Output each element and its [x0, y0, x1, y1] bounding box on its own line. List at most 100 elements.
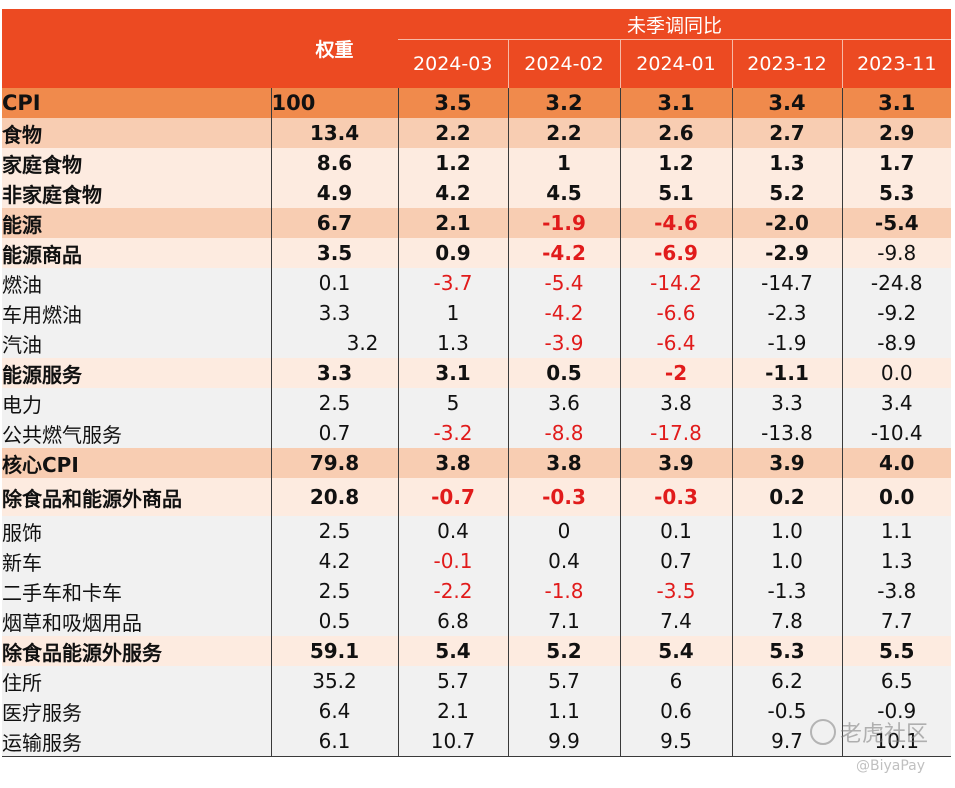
weight-cell: 59.1 [270, 636, 398, 666]
month-header: 2024-02 [507, 39, 620, 88]
value-cell: -3.9 [507, 328, 620, 358]
table-row: 非家庭食物 4.9 4.2 4.5 5.1 5.2 5.3 [2, 178, 952, 208]
header-name-cell [2, 9, 271, 88]
value-cell: 9.9 [507, 726, 620, 757]
table-row: 运输服务 6.1 10.7 9.9 9.5 9.7 10.1 [2, 726, 952, 757]
weight-cell: 6.1 [270, 726, 398, 757]
group-header: 未季调同比 [398, 9, 952, 40]
row-label: 除食品能源外服务 [2, 636, 271, 666]
value-cell: 0.1 [619, 516, 732, 546]
value-cell: -9.2 [841, 298, 952, 328]
table-body: CPI 100 3.5 3.2 3.1 3.4 3.1 食物 13.4 2.2 2.2 2.6 2.7 2… [2, 88, 952, 757]
value-cell: -2.0 [731, 208, 842, 238]
table-row: 食物 13.4 2.2 2.2 2.6 2.7 2.9 [2, 118, 952, 148]
row-label: 能源 [2, 208, 271, 238]
value-cell: -0.1 [397, 546, 508, 576]
row-label: 二手车和卡车 [2, 576, 271, 606]
value-cell: 0.5 [507, 358, 620, 388]
value-cell: 7.7 [841, 606, 952, 636]
value-cell: -1.1 [731, 358, 842, 388]
value-cell: 7.1 [507, 606, 620, 636]
table-row: 车用燃油 3.3 1 -4.2 -6.6 -2.3 -9.2 [2, 298, 952, 328]
weight-cell: 0.1 [270, 268, 398, 298]
value-cell: 1.7 [841, 148, 952, 178]
row-label: CPI [2, 88, 271, 118]
value-cell: -2 [619, 358, 732, 388]
value-cell: 4.5 [507, 178, 620, 208]
table-row: 除食品和能源外商品 20.8 -0.7 -0.3 -0.3 0.2 0.0 [2, 478, 952, 516]
row-label: 住所 [2, 666, 271, 696]
value-cell: 2.9 [841, 118, 952, 148]
table-row: 电力 2.5 5 3.6 3.8 3.3 3.4 [2, 388, 952, 418]
value-cell: -17.8 [619, 418, 732, 448]
value-cell: 10.7 [397, 726, 508, 757]
value-cell: -24.8 [841, 268, 952, 298]
weight-cell: 13.4 [270, 118, 398, 148]
value-cell: 3.3 [731, 388, 842, 418]
value-cell: 0.9 [397, 238, 508, 268]
table-row: 新车 4.2 -0.1 0.4 0.7 1.0 1.3 [2, 546, 952, 576]
value-cell: -0.7 [397, 478, 508, 516]
value-cell: -4.2 [507, 238, 620, 268]
value-cell: -14.2 [619, 268, 732, 298]
value-cell: -5.4 [507, 268, 620, 298]
value-cell: 1.3 [731, 148, 842, 178]
value-cell: -3.8 [841, 576, 952, 606]
weight-cell: 100 [270, 88, 398, 118]
value-cell: -1.9 [731, 328, 842, 358]
table-row: 公共燃气服务 0.7 -3.2 -8.8 -17.8 -13.8 -10.4 [2, 418, 952, 448]
value-cell: 1.1 [507, 696, 620, 726]
weight-cell: 4.2 [270, 546, 398, 576]
weight-cell: 6.7 [270, 208, 398, 238]
table-row: 燃油 0.1 -3.7 -5.4 -14.2 -14.7 -24.8 [2, 268, 952, 298]
value-cell: -13.8 [731, 418, 842, 448]
value-cell: 2.1 [397, 208, 508, 238]
value-cell: 1 [397, 298, 508, 328]
value-cell: 4.2 [397, 178, 508, 208]
value-cell: 6.2 [731, 666, 842, 696]
weight-cell: 3.2 [270, 328, 398, 358]
value-cell: -0.9 [841, 696, 952, 726]
row-label: 车用燃油 [2, 298, 271, 328]
value-cell: 1.3 [841, 546, 952, 576]
table-row: 家庭食物 8.6 1.2 1 1.2 1.3 1.7 [2, 148, 952, 178]
value-cell: 1.0 [731, 546, 842, 576]
row-label: 电力 [2, 388, 271, 418]
table-row: 除食品能源外服务 59.1 5.4 5.2 5.4 5.3 5.5 [2, 636, 952, 666]
table-row: CPI 100 3.5 3.2 3.1 3.4 3.1 [2, 88, 952, 118]
weight-cell: 3.3 [270, 358, 398, 388]
value-cell: 1.2 [397, 148, 508, 178]
month-header: 2024-01 [619, 39, 732, 88]
table-row: 能源服务 3.3 3.1 0.5 -2 -1.1 0.0 [2, 358, 952, 388]
value-cell: 0.4 [507, 546, 620, 576]
value-cell: 1.3 [397, 328, 508, 358]
row-label: 烟草和吸烟用品 [2, 606, 271, 636]
row-label: 汽油 [2, 328, 271, 358]
value-cell: 1.0 [731, 516, 842, 546]
cpi-table: 权重 未季调同比 2024-03 2024-02 2024-01 2023-12… [2, 9, 952, 757]
value-cell: 0.2 [731, 478, 842, 516]
value-cell: -4.2 [507, 298, 620, 328]
value-cell: 3.1 [841, 88, 952, 118]
header-row-months: 2024-03 2024-02 2024-01 2023-12 2023-11 [2, 39, 952, 88]
row-label: 核心CPI [2, 448, 271, 478]
table-row: 服饰 2.5 0.4 0 0.1 1.0 1.1 [2, 516, 952, 546]
value-cell: 3.4 [841, 388, 952, 418]
value-cell: 0.0 [841, 478, 952, 516]
value-cell: 6 [619, 666, 732, 696]
value-cell: 4.0 [841, 448, 952, 478]
weight-cell: 3.3 [270, 298, 398, 328]
tiger-logo-icon [810, 719, 836, 745]
value-cell: -2.9 [731, 238, 842, 268]
weight-cell: 8.6 [270, 148, 398, 178]
weight-cell: 35.2 [270, 666, 398, 696]
value-cell: -3.2 [397, 418, 508, 448]
value-cell: 7.8 [731, 606, 842, 636]
table-row: 汽油 3.2 1.3 -3.9 -6.4 -1.9 -8.9 [2, 328, 952, 358]
value-cell: -0.3 [619, 478, 732, 516]
value-cell: 3.2 [507, 88, 620, 118]
table-row: 医疗服务 6.4 2.1 1.1 0.6 -0.5 -0.9 [2, 696, 952, 726]
value-cell: 0.0 [841, 358, 952, 388]
value-cell: 3.9 [619, 448, 732, 478]
value-cell: 3.1 [619, 88, 732, 118]
